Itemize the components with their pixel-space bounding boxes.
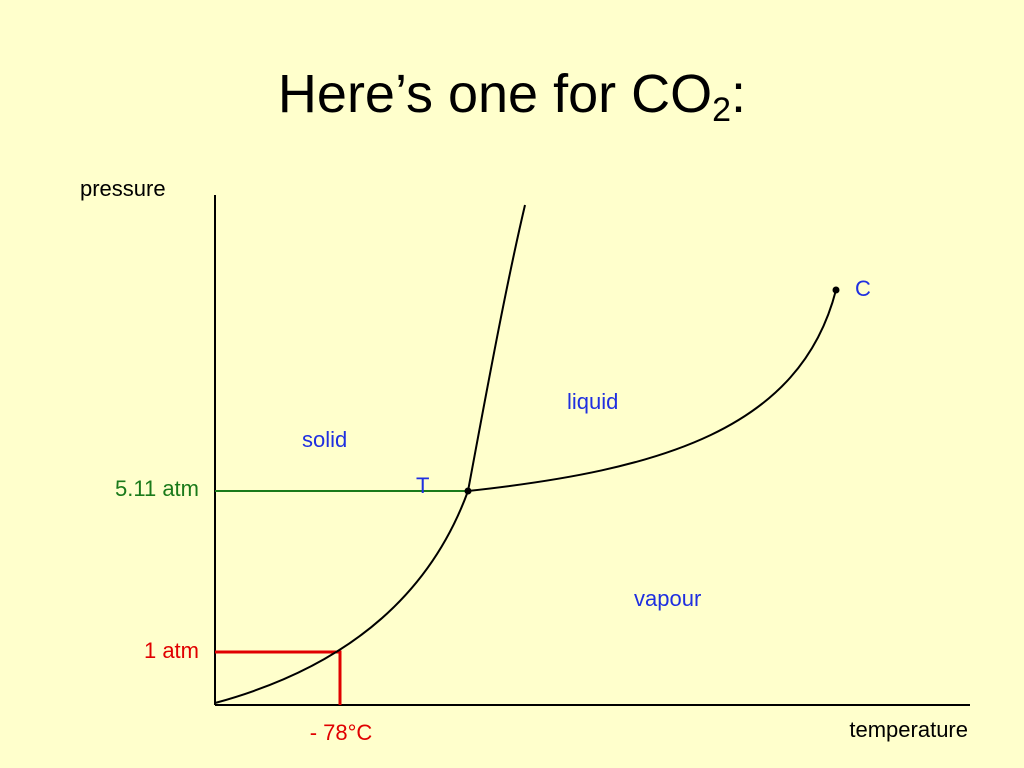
temperature-label: - 78°C — [310, 720, 373, 745]
title-suffix: : — [731, 64, 746, 124]
sublimation-curve — [214, 490, 469, 704]
triple-pressure-label: 5.11 atm — [115, 476, 199, 501]
slide-title: Here’s one for CO2: — [278, 64, 746, 129]
solid-label: solid — [302, 427, 347, 452]
title-text: Here’s one for CO — [278, 64, 712, 124]
vaporization-curve — [467, 289, 837, 492]
one-atm-label: 1 atm — [144, 638, 199, 663]
x-axis-label: temperature — [849, 717, 968, 742]
critical-point-label: C — [855, 276, 871, 301]
one-atm-lines — [215, 650, 342, 705]
critical-point — [832, 286, 840, 294]
melting-curve — [467, 204, 526, 492]
title-subscript: 2 — [712, 91, 731, 129]
vapour-label: vapour — [634, 586, 701, 611]
liquid-label: liquid — [567, 389, 618, 414]
triple-point-label: T — [416, 473, 429, 498]
y-axis-label: pressure — [80, 176, 166, 201]
triple-point — [464, 487, 472, 495]
